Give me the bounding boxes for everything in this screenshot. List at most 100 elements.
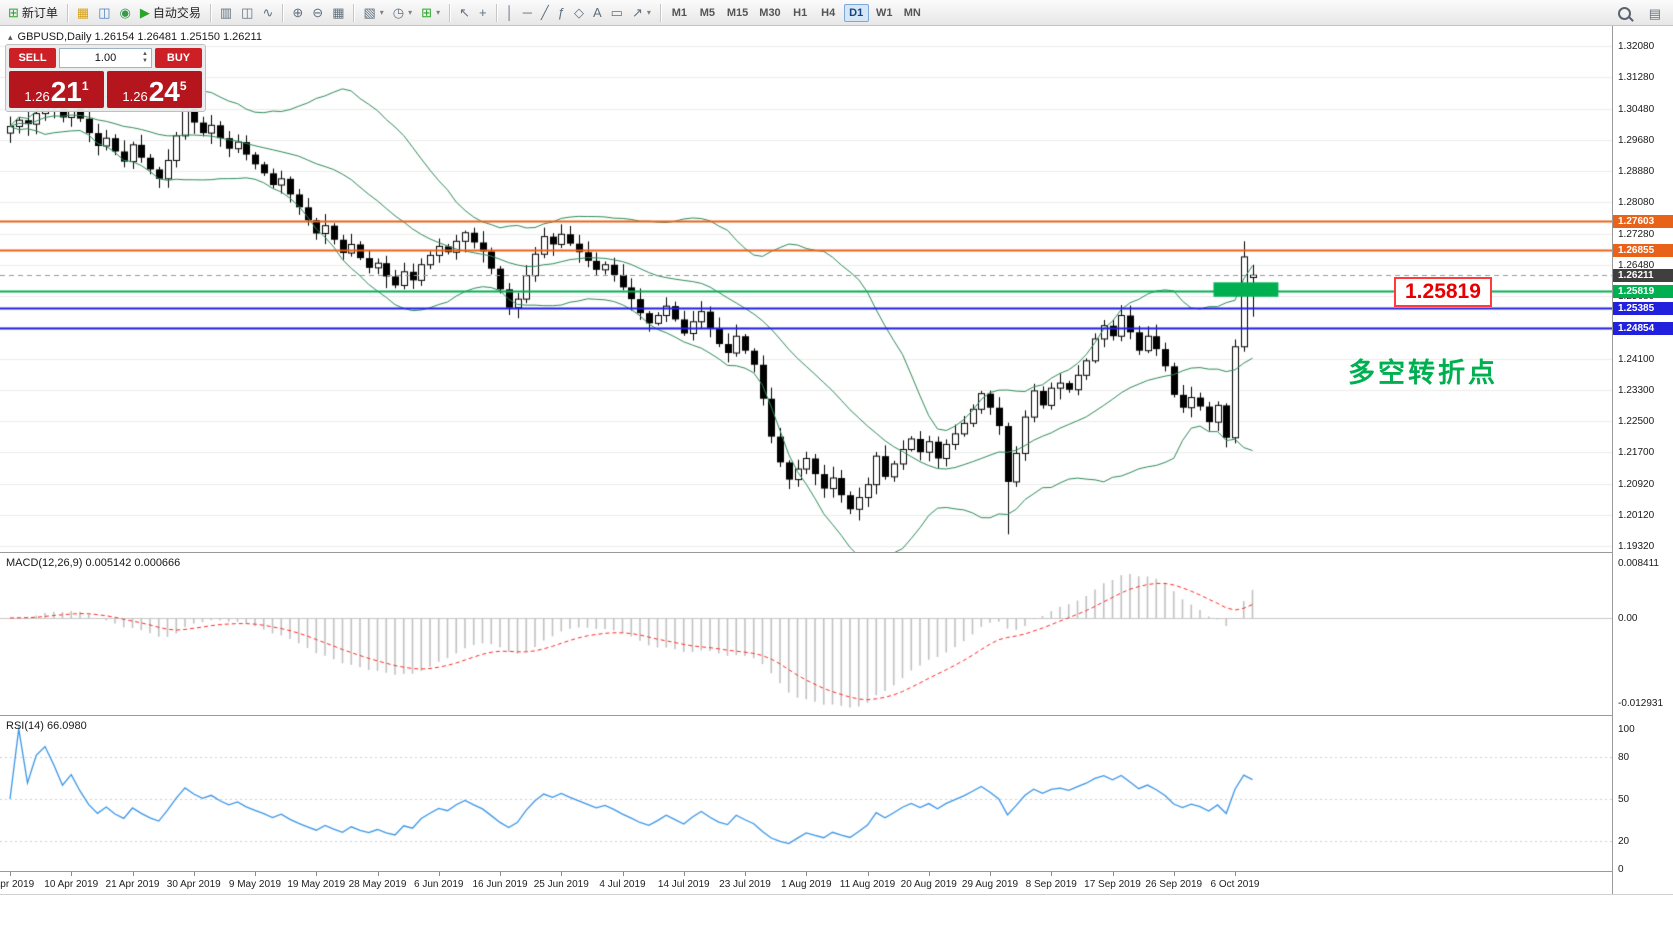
panel-separator[interactable] (0, 552, 1673, 553)
timeframe-m30-button[interactable]: M30 (755, 4, 784, 22)
crosshair-button[interactable]: + (475, 3, 491, 23)
price-axis-tick: 1.30480 (1618, 103, 1655, 115)
text-button[interactable]: A (589, 3, 606, 23)
date-tick (1235, 872, 1236, 876)
date-label: 1 Apr 2019 (0, 879, 35, 890)
chevron-down-icon: ▾ (436, 8, 441, 17)
rsi-axis-tick: 80 (1618, 752, 1630, 763)
timeframe-mn-button[interactable]: MN (900, 4, 925, 22)
label-button[interactable]: ▭ (607, 3, 627, 23)
hline-price-label: 1.26855 (1613, 244, 1673, 258)
current-price-label: 1.26211 (1613, 269, 1673, 283)
timeframe-m15-button[interactable]: M15 (723, 4, 752, 22)
window-list-button[interactable]: ▤ (1645, 3, 1665, 23)
shapes-button[interactable]: ◇ (570, 3, 588, 23)
price-axis-tick: 1.28880 (1618, 166, 1655, 177)
toolbar-separator (209, 3, 211, 22)
new-order-button[interactable]: ⊞ 新订单 (4, 3, 62, 23)
price-axis[interactable]: 1.32080 1.31280 1.30480 1.29680 1.28880 1.280… (1612, 26, 1673, 894)
candlestick-chart-button[interactable]: ◫ (237, 3, 257, 23)
indicators-icon: ⊞ (421, 5, 433, 20)
window-list-icon: ▤ (1648, 5, 1661, 21)
main-chart-canvas[interactable] (0, 26, 1612, 552)
cursor-icon: ↖ (459, 5, 470, 20)
price-axis-tick: 1.20920 (1618, 478, 1655, 490)
toolbar-right: ▤ (1614, 3, 1665, 23)
panel-separator[interactable] (0, 715, 1673, 716)
toolbar-separator (353, 3, 355, 22)
bar-chart-icon: ▥ (219, 5, 233, 20)
date-tick (683, 872, 685, 876)
search-icon (1617, 6, 1631, 20)
periods-icon: ◷ (392, 5, 405, 20)
tile-windows-button[interactable]: ▦ (328, 3, 348, 23)
navigator-button[interactable]: ◉ (116, 3, 135, 23)
macd-panel-canvas[interactable] (0, 553, 1612, 715)
price-axis-tick: 1.31280 (1618, 72, 1655, 84)
date-tick (377, 872, 379, 876)
new-chart-button[interactable]: ▧ ▾ (359, 3, 387, 23)
arrows-button[interactable]: ↗ ▾ (628, 3, 655, 23)
price-callout: 1.25819 (1394, 277, 1492, 307)
date-tick (1051, 872, 1053, 876)
ask-price-box[interactable]: 1.26 24 5 (107, 71, 202, 108)
toolbar-separator (66, 3, 68, 22)
bar-chart-button[interactable]: ▥ (216, 3, 236, 23)
date-label: 6 Oct 2019 (1210, 879, 1260, 890)
timeframe-m5-button[interactable]: M5 (695, 4, 720, 22)
volume-value: 1.00 (94, 52, 117, 64)
zoom-in-button[interactable]: ⊕ (288, 3, 307, 23)
date-label: 4 Jul 2019 (599, 879, 646, 890)
timeframe-w1-button[interactable]: W1 (872, 4, 897, 22)
symbol-info: ▴ GBPUSD,Daily 1.26154 1.26481 1.25150 1… (8, 31, 262, 43)
date-label: 20 Aug 2019 (900, 879, 957, 890)
collapse-arrow-icon[interactable]: ▴ (8, 31, 13, 42)
zoom-out-button[interactable]: ⊖ (308, 3, 327, 23)
timeframe-d1-button[interactable]: D1 (843, 3, 869, 22)
fibonacci-button[interactable]: ƒ (554, 3, 569, 23)
panel-separator[interactable] (0, 871, 1673, 872)
date-label: 19 May 2019 (287, 879, 346, 890)
volume-increase-button[interactable]: ▲ (142, 51, 148, 57)
date-tick (561, 872, 563, 876)
data-window-button[interactable]: ◫ (94, 3, 114, 23)
indicators-button[interactable]: ⊞ ▾ (417, 3, 444, 23)
candlestick-chart-icon: ◫ (241, 5, 254, 20)
cursor-button[interactable]: ↖ (455, 3, 474, 23)
date-tick (1112, 872, 1114, 876)
macd-label: MACD(12,26,9) 0.005142 0.000666 (6, 557, 181, 569)
timeframe-h4-button[interactable]: H4 (816, 4, 841, 22)
chevron-down-icon: ▾ (379, 8, 384, 17)
periods-button[interactable]: ◷ ▾ (389, 3, 416, 23)
rsi-axis-tick: 100 (1618, 724, 1635, 735)
vertical-line-button[interactable]: │ (502, 3, 518, 23)
sell-button[interactable]: SELL (9, 48, 56, 68)
trendline-button[interactable]: ╱ (537, 3, 553, 23)
line-chart-button[interactable]: ∿ (258, 3, 277, 23)
date-tick (806, 872, 808, 876)
timeframe-m1-button[interactable]: M1 (667, 4, 692, 22)
timeframe-h1-button[interactable]: H1 (788, 4, 813, 22)
zoom-in-icon: ⊕ (292, 5, 304, 20)
volume-decrease-button[interactable]: ▼ (142, 58, 148, 64)
buy-button[interactable]: BUY (155, 48, 202, 68)
tile-windows-icon: ▦ (332, 5, 345, 20)
time-axis[interactable]: 1 Apr 2019 10 Apr 2019 21 Apr 2019 30 Apr 2… (0, 872, 1612, 894)
bid-pips: 21 (50, 76, 82, 107)
volume-input[interactable]: 1.00 ▲ ▼ (59, 48, 152, 68)
auto-trading-button[interactable]: ▶ 自动交易 (136, 3, 205, 23)
rsi-panel-canvas[interactable] (0, 716, 1612, 871)
date-tick (990, 872, 991, 876)
date-label: 10 Apr 2019 (44, 879, 99, 890)
horizontal-line-button[interactable]: ─ (519, 3, 536, 23)
date-tick (928, 872, 930, 876)
market-watch-button[interactable]: ▦ (73, 3, 93, 23)
text-icon: A (592, 5, 602, 20)
bid-price-box[interactable]: 1.26 21 1 (9, 71, 104, 108)
date-tick (500, 872, 501, 876)
search-button[interactable] (1614, 3, 1635, 23)
price-axis-tick: 1.23300 (1618, 384, 1655, 396)
hline-price-label: 1.25385 (1613, 301, 1673, 315)
rsi-axis-tick: 0 (1618, 864, 1624, 875)
macd-axis-tick: 0.00 (1618, 613, 1638, 624)
